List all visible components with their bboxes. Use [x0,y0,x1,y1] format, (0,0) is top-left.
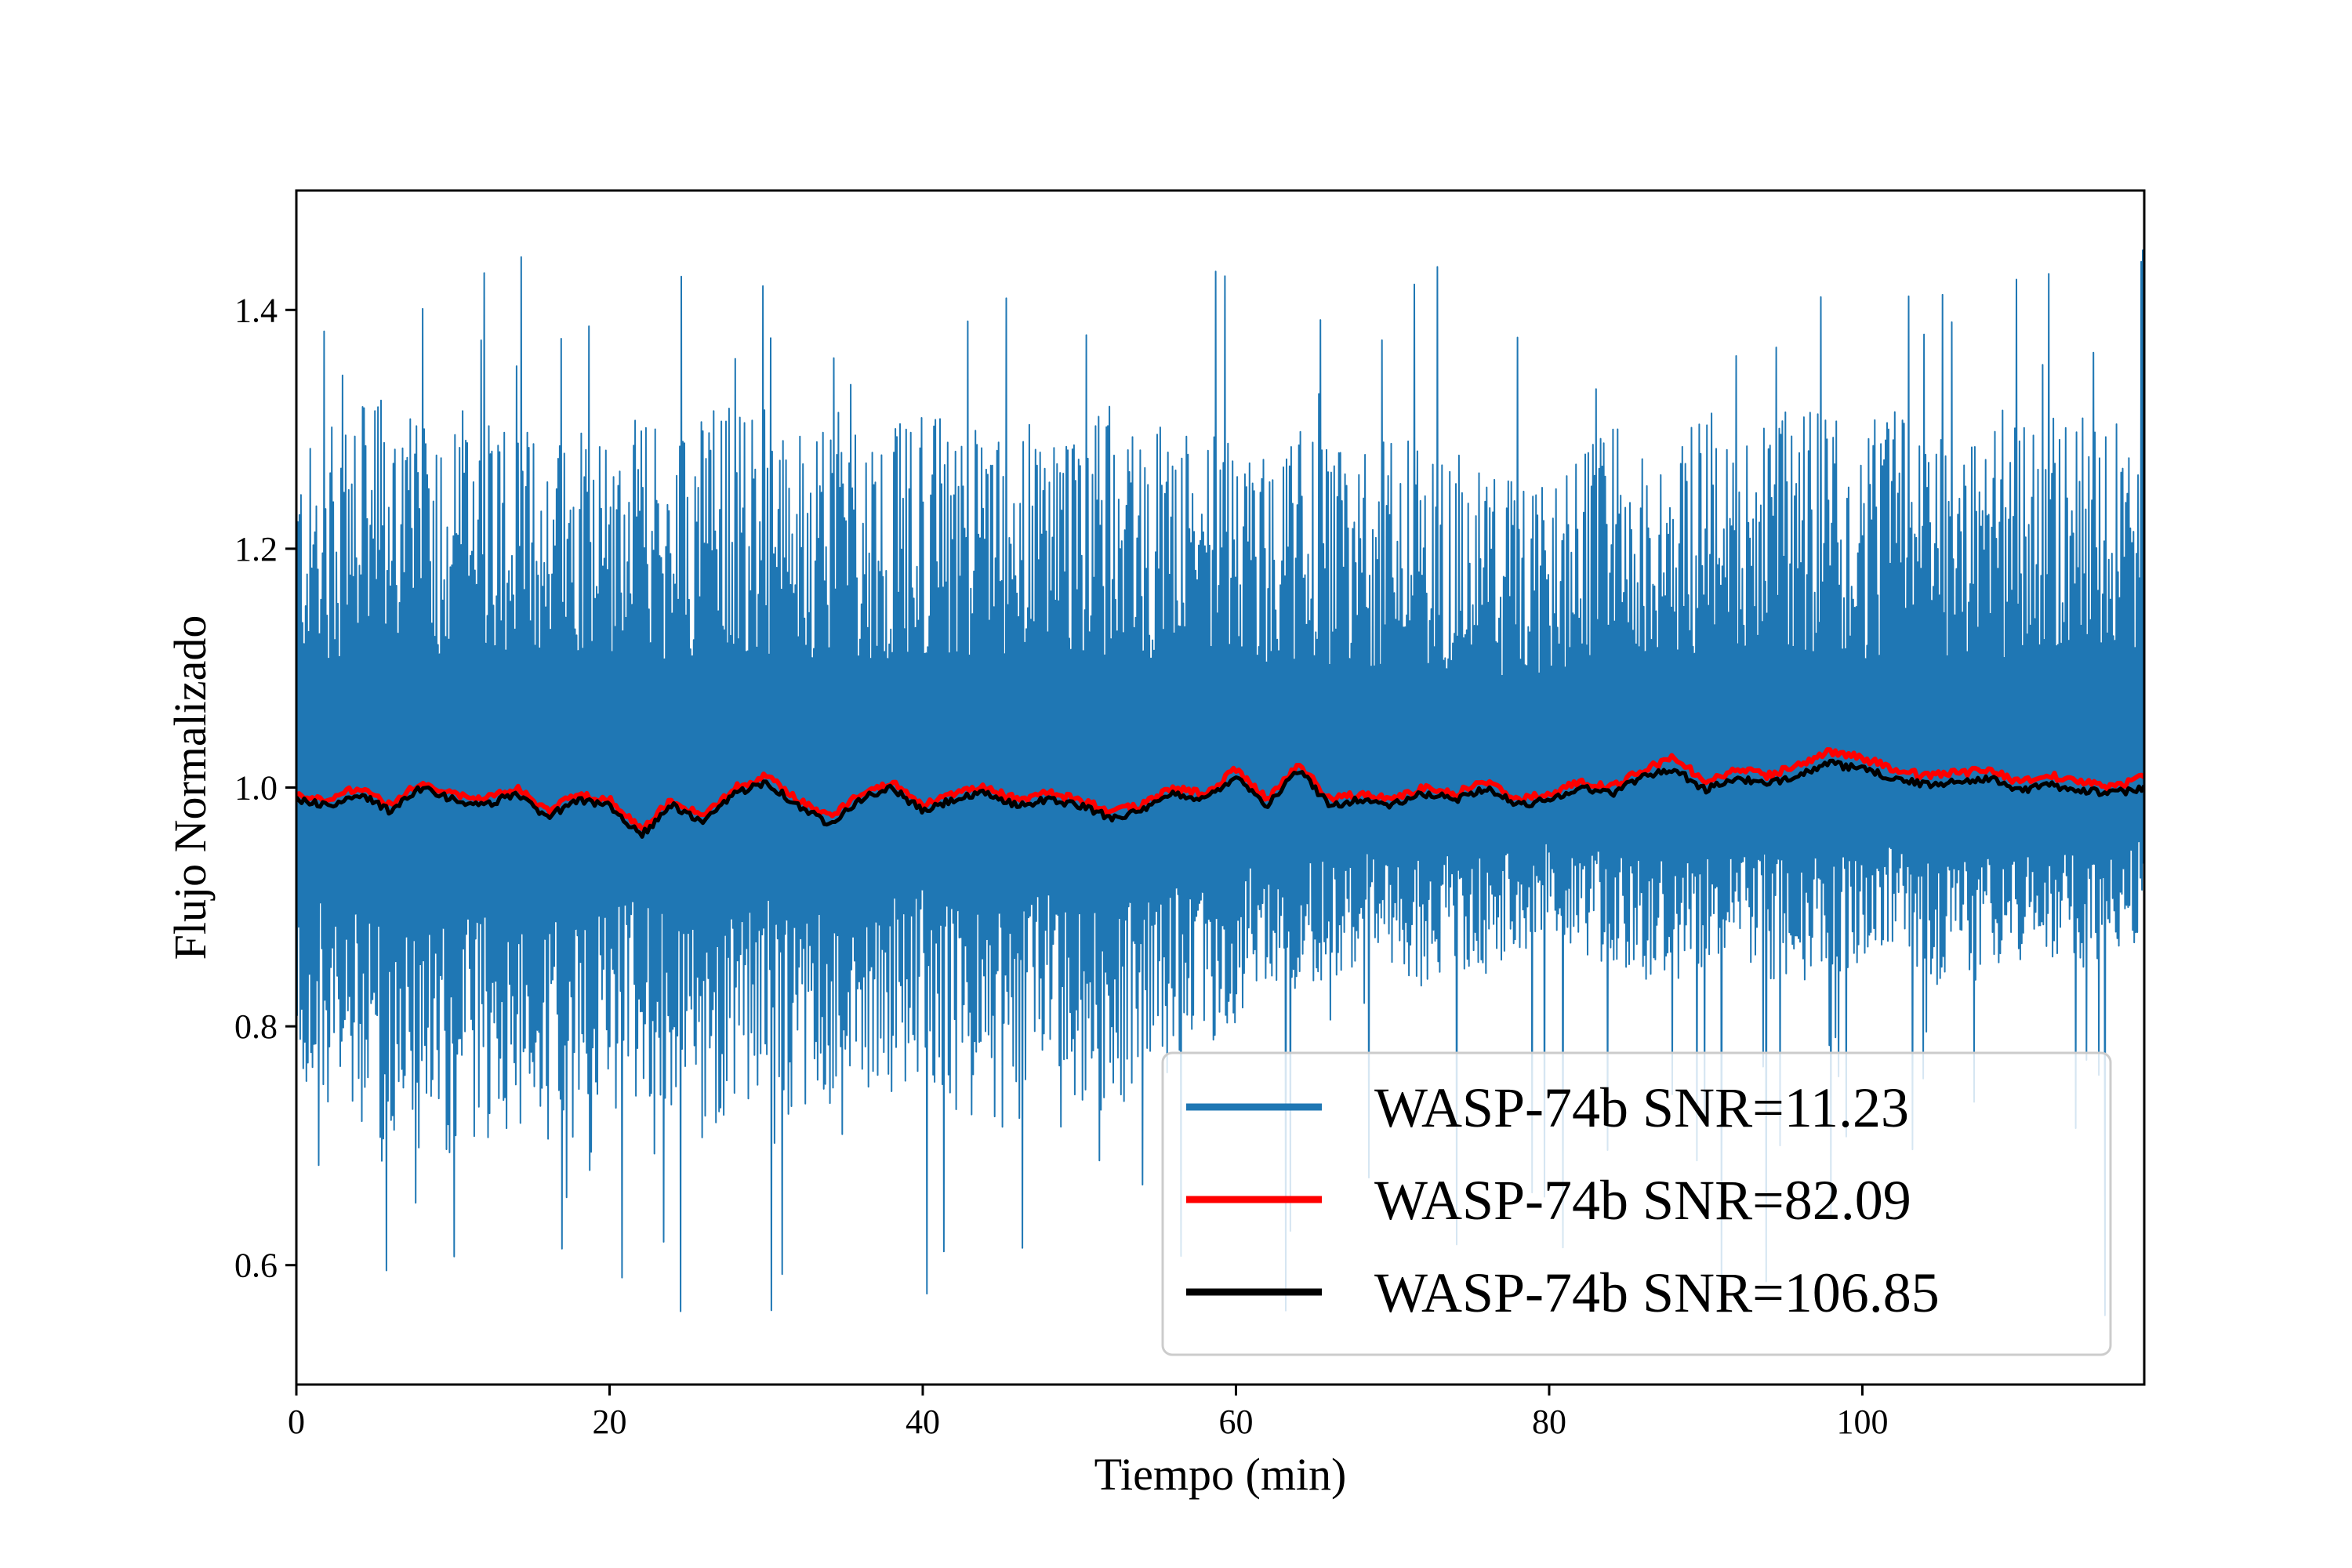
x-axis-label: Tiempo (min) [1094,1449,1347,1500]
series-line-snr-11-23 [296,249,2144,1316]
x-tick-label: 80 [1532,1403,1566,1441]
y-tick-label: 0.8 [234,1007,278,1046]
legend-label: WASP-74b SNR=11.23 [1374,1076,1909,1139]
y-axis: 0.6 0.8 1.0 1.2 1.4 [234,291,296,1285]
y-tick-label: 0.6 [234,1247,278,1285]
y-tick-label: 1.4 [234,291,278,329]
x-tick-label: 40 [906,1403,940,1441]
y-axis-label: Flujo Normalizado [165,615,216,960]
series-line-snr-106-85 [296,758,2144,839]
legend-label: WASP-74b SNR=82.09 [1374,1169,1911,1232]
legend: WASP-74b SNR=11.23 WASP-74b SNR=82.09 WASP… [1161,1051,2112,1356]
x-tick-label: 0 [288,1403,305,1441]
y-tick-label: 1.0 [234,769,278,808]
series-lines [296,747,2144,839]
legend-box [1161,1051,2112,1356]
legend-label: WASP-74b SNR=106.85 [1374,1261,1940,1324]
x-tick-label: 20 [592,1403,626,1441]
x-tick-label: 60 [1218,1403,1253,1441]
x-tick-label: 100 [1836,1403,1888,1441]
y-tick-label: 1.2 [234,530,278,568]
series-line-snr-82-09 [296,747,2144,832]
series-noise [296,249,2144,1316]
x-axis: 0 20 40 60 80 100 [288,1385,1888,1441]
